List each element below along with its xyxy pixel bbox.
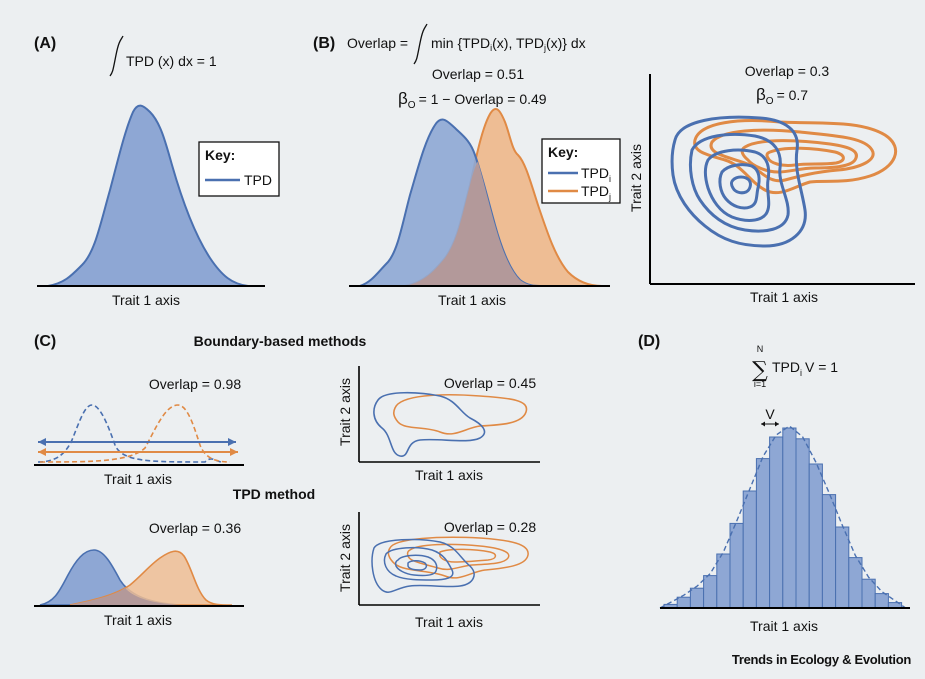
panel-c-boundary-xlabel: Trait 1 axis — [104, 471, 172, 487]
histogram-bar — [742, 490, 757, 609]
panel-b-formula: min {TPDi(x), TPDj(x)} dx — [431, 35, 586, 53]
panel-d: (D) N ∑ i=1 TPDi V = 1 V Trait 1 axis — [638, 333, 910, 634]
integral-sign-icon — [109, 35, 124, 77]
panel-c-tpd-title: TPD method — [233, 486, 315, 502]
panel-c-boundary-orange-curve — [39, 404, 231, 463]
panel-b-letter: (B) — [313, 35, 335, 52]
panel-c-overlap-t1: Overlap = 0.36 — [149, 520, 241, 536]
panel-b-beta-1d: βO = 1 − Overlap = 0.49 — [398, 89, 547, 111]
panel-b-2d-blue-contours — [670, 115, 807, 248]
panel-d-sum-lower: i=1 — [754, 379, 766, 389]
panel-a-key-box — [198, 141, 280, 197]
panel-c-tpd2d-ylabel: Trait 2 axis — [337, 524, 353, 592]
histogram-bar — [821, 494, 837, 609]
panel-d-xlabel: Trait 1 axis — [750, 618, 818, 634]
panel-c-boundary2d-ylabel: Trait 2 axis — [337, 378, 353, 446]
histogram-bar — [676, 596, 691, 609]
panel-c-tpd2d-orange-contours — [387, 536, 529, 579]
panel-b-overlap-2d: Overlap = 0.3 — [745, 63, 830, 79]
panel-d-v-label: V — [765, 406, 775, 422]
panel-b-overlap-1d: Overlap = 0.51 — [432, 66, 524, 82]
panel-d-sum-formula: TPDi V = 1 — [772, 359, 838, 378]
sum-sign-icon: ∑ — [752, 358, 768, 383]
panel-b-xlabel: Trait 1 axis — [438, 292, 506, 308]
integral-sign-icon — [413, 23, 428, 65]
panel-c-tpd-overlap-region — [70, 588, 180, 605]
histogram-bar — [835, 526, 850, 609]
panel-a-tpd-curve — [47, 104, 249, 287]
panel-d-histogram — [663, 427, 903, 609]
panel-c-tpd2d-blue-contours — [371, 538, 475, 593]
panel-c-boundary2d-xlabel: Trait 1 axis — [415, 467, 483, 483]
panel-c: (C) Boundary-based methods TPD method Ov… — [34, 333, 540, 630]
panel-c-letter: (C) — [34, 333, 56, 350]
panel-b-2d-xlabel: Trait 1 axis — [750, 289, 818, 305]
panel-a-key-item: TPD — [244, 172, 272, 188]
panel-a-formula: TPD (x) dx = 1 — [126, 53, 217, 69]
panel-b-formula-prefix: Overlap = — [347, 35, 408, 51]
panel-c-tpd-orange-curve — [69, 550, 233, 606]
panel-b-beta-2d: βO = 0.7 — [756, 85, 808, 107]
panel-b-key-box — [541, 138, 621, 204]
panel-a: (A) TPD (x) dx = 1 Trait 1 axis Key: TPD — [34, 35, 280, 308]
histogram-bar — [755, 458, 771, 609]
panel-c-overlap-b1: Overlap = 0.98 — [149, 376, 241, 392]
panel-b-key-title: Key: — [548, 144, 578, 160]
histogram-bar — [782, 427, 797, 609]
panel-b-2d: Overlap = 0.3 βO = 0.7 Trait 1 axis Trait… — [628, 63, 915, 305]
panel-b-2d-ylabel: Trait 2 axis — [628, 144, 644, 212]
panel-a-xlabel: Trait 1 axis — [112, 292, 180, 308]
histogram-bar — [808, 463, 823, 609]
journal-label: Trends in Ecology & Evolution — [731, 652, 911, 667]
panel-c-overlap-t2: Overlap = 0.28 — [444, 519, 536, 535]
panel-d-letter: (D) — [638, 333, 660, 350]
panel-b-overlap-region — [405, 161, 540, 286]
panel-b: (B) Overlap = min {TPDi(x), TPDj(x)} dx … — [313, 23, 621, 308]
panel-c-boundary-blue-curve — [37, 404, 223, 463]
histogram-bar — [689, 587, 705, 609]
panel-a-key-title: Key: — [205, 147, 235, 163]
histogram-bar — [874, 593, 889, 609]
double-arrow-icon — [761, 421, 779, 427]
panel-a-letter: (A) — [34, 35, 56, 52]
histogram-bar — [703, 575, 718, 609]
histogram-bar — [861, 578, 876, 609]
histogram-bar — [769, 436, 784, 609]
panel-c-boundary2d-orange-shape — [392, 394, 528, 435]
histogram-bar — [716, 553, 731, 609]
panel-b-key-j: TPDj — [581, 183, 611, 202]
panel-d-sum-upper: N — [757, 344, 764, 354]
panel-c-overlap-b2: Overlap = 0.45 — [444, 375, 536, 391]
histogram-bar — [848, 557, 863, 609]
panel-b-key-i: TPDi — [581, 165, 611, 184]
panel-c-tpd2d-xlabel: Trait 1 axis — [415, 614, 483, 630]
panel-c-boundary-title: Boundary-based methods — [194, 333, 367, 349]
histogram-bar — [729, 522, 744, 609]
panel-c-tpd-xlabel: Trait 1 axis — [104, 612, 172, 628]
histogram-bar — [795, 438, 810, 609]
panel-c-boundary2d-blue-shape — [373, 391, 486, 457]
